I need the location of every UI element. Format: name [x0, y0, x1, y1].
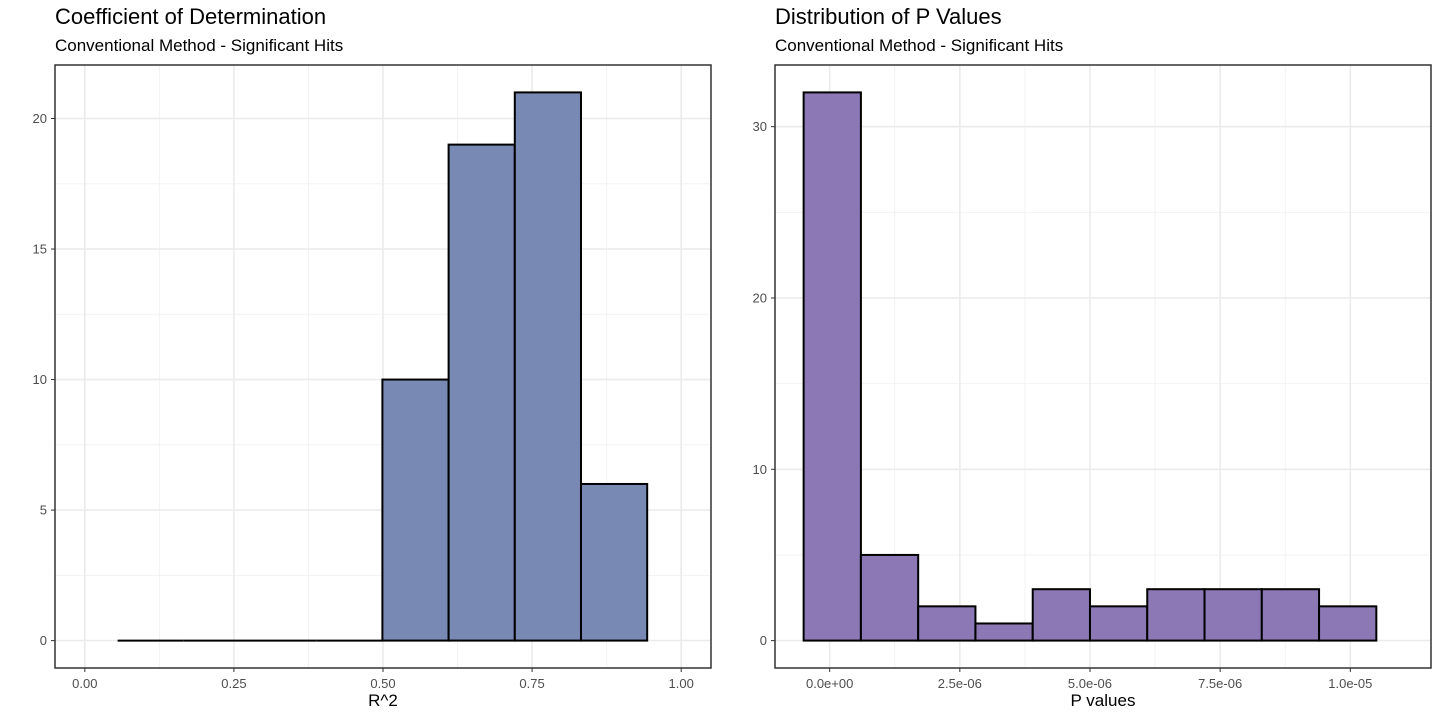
right-panel-border: [774, 64, 1432, 669]
left-x-tick-label: 0.50: [370, 676, 395, 691]
left-bar-6: [513, 91, 582, 642]
left-ticks: 0.00 0.25 0.50 0.75 1.00 0 5 10 15 20: [33, 111, 694, 691]
right-x-axis-label: P values: [1070, 691, 1136, 710]
right-y-tick-label: 0: [760, 633, 767, 648]
right-y-tick-label: 20: [753, 290, 767, 305]
right-bar-1: [859, 553, 920, 642]
right-x-tick-label: 7.5e-06: [1198, 676, 1242, 691]
right-y-tick-label: 10: [753, 462, 767, 477]
right-bar-6: [1146, 588, 1206, 642]
right-chart-title: Distribution of P Values: [775, 4, 1002, 29]
right-bar-7: [1203, 588, 1263, 642]
left-y-tick-label: 20: [33, 111, 47, 126]
right-bar-2: [917, 605, 977, 642]
right-bar-5: [1088, 605, 1149, 642]
left-histogram: 0.00 0.25 0.50 0.75 1.00 0 5 10 15 20: [33, 64, 712, 691]
right-bars: [802, 91, 1378, 642]
left-bar-4: [381, 378, 450, 642]
right-chart-subtitle: Conventional Method - Significant Hits: [775, 36, 1064, 55]
left-bars: [117, 91, 649, 642]
left-y-tick-label: 15: [33, 242, 47, 257]
right-x-tick-label: 2.5e-06: [938, 676, 982, 691]
left-chart-title: Coefficient of Determination: [55, 4, 327, 29]
right-bar-4: [1031, 588, 1091, 642]
left-y-tick-label: 10: [33, 372, 47, 387]
right-bar-9: [1318, 605, 1378, 642]
right-bar-8: [1260, 588, 1321, 642]
right-x-tick-label: 5.0e-06: [1068, 676, 1112, 691]
right-bar-3: [974, 622, 1034, 642]
right-bar-0: [802, 91, 862, 642]
right-y-tick-label: 30: [753, 119, 767, 134]
left-x-tick-label: 1.00: [669, 676, 694, 691]
left-x-axis-label: R^2: [368, 691, 398, 710]
left-chart-subtitle: Conventional Method - Significant Hits: [55, 36, 344, 55]
right-grid: [775, 65, 1431, 668]
left-x-tick-label: 0.75: [519, 676, 544, 691]
left-x-tick-label: 0.25: [221, 676, 246, 691]
right-ticks: 0.0e+00 2.5e-06 5.0e-06 7.5e-06 1.0e-05 0 10 20…: [753, 119, 1373, 691]
right-x-tick-label: 0.0e+00: [806, 676, 853, 691]
right-x-tick-label: 1.0e-05: [1328, 676, 1372, 691]
left-y-tick-label: 5: [40, 503, 47, 518]
left-bar-5: [447, 143, 516, 642]
left-bar-7: [579, 482, 649, 642]
left-x-tick-label: 0.00: [72, 676, 97, 691]
right-histogram: 0.0e+00 2.5e-06 5.0e-06 7.5e-06 1.0e-05 0 10 20…: [753, 64, 1432, 691]
left-y-tick-label: 0: [40, 633, 47, 648]
